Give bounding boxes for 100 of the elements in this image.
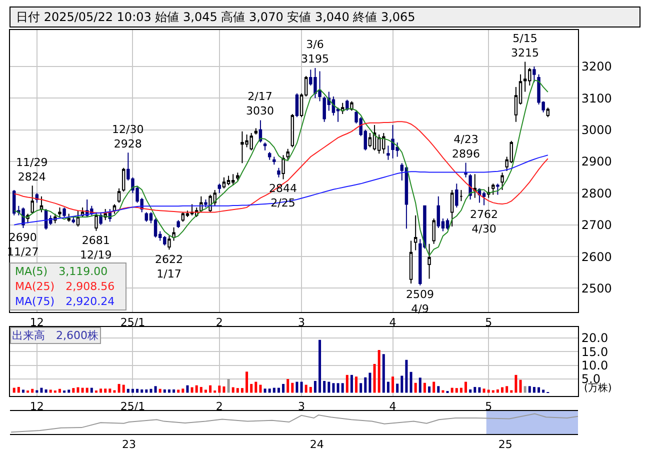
bar [482,388,486,393]
candlestick [446,218,450,230]
y-tick-label: 3200 [581,60,612,74]
bar [373,364,376,393]
bar [72,388,75,393]
bar [496,389,499,393]
candlestick [67,213,70,222]
bar [392,376,394,393]
candlestick [222,176,226,189]
x-tick-label: 12 [30,316,44,330]
x-tick-label: 23 [122,438,136,452]
bar [474,386,476,393]
x-tick-label: 25 [498,438,512,452]
candlestick [350,100,354,112]
y-tick-label: 2800 [581,186,612,200]
bar [131,388,134,393]
bar [355,376,358,393]
bar [177,390,180,393]
bar [264,388,266,393]
candlestick [30,185,34,214]
bar [346,374,348,393]
bar [172,389,176,393]
bar [104,388,107,393]
candlestick [144,212,148,222]
bar [478,387,481,393]
bar [396,384,399,393]
bar [136,388,139,393]
candlestick [117,188,121,204]
annotation: 4/23 2896 [452,133,480,160]
candlestick [277,167,280,178]
candlestick [409,240,413,284]
annotation: 2622 1/17 [155,253,183,280]
bar [122,384,125,393]
candlestick [432,218,436,244]
candlestick [496,183,500,196]
candlestick [346,99,349,112]
chart-title: 日付 2025/05/22 10:03 始値 3,045 高値 3,070 安値 3,040 終値 3,065 [16,10,416,24]
text: MA(5) 3,119.00 [15,265,108,278]
candlestick [492,183,495,196]
bar [487,390,490,393]
annotation: 11/29 2824 [16,156,48,184]
bar [469,389,472,393]
bar [519,380,522,393]
bar [40,388,43,393]
bar [268,388,271,393]
bar [81,388,84,393]
bar [154,386,157,393]
candlestick [236,172,240,182]
candlestick [532,66,536,83]
candlestick [204,199,208,208]
bar [195,385,198,393]
bar [182,388,184,393]
bar [378,350,380,393]
bar [108,388,112,393]
bar [100,388,102,393]
bar [17,386,20,393]
candlestick [464,162,468,178]
candlestick [218,183,222,194]
bar [410,372,412,393]
bar [314,380,316,393]
bar [455,388,458,393]
annotation: 出来高 2,600株 [12,329,98,342]
bar [90,388,93,393]
candlestick [500,172,504,191]
candlestick [428,243,431,280]
bar [204,390,207,393]
bar [514,374,518,393]
bar [200,386,202,393]
bar [236,388,239,393]
bar [538,387,540,393]
candlestick [436,196,440,229]
bar [304,384,308,393]
y-tick-label: 2700 [581,218,612,232]
bar [532,386,536,393]
annotation: 2/17 3030 [246,90,274,118]
bar [282,384,285,393]
candlestick [99,212,102,226]
candlestick [372,124,376,151]
x-tick-label: 2 [216,400,223,414]
bar [222,386,226,393]
y-tick-label: 2600 [581,250,612,264]
bar [232,387,234,393]
bar [309,386,312,393]
candlestick [295,92,299,118]
x-tick-label: 2 [216,316,223,330]
candlestick [473,174,477,198]
bar [12,388,16,393]
candlestick [386,145,390,160]
bar [209,385,212,393]
candlestick [226,175,230,186]
bar [126,388,130,393]
x-tick-label: 25/1 [120,316,146,330]
x-tick-label: 24 [310,438,324,452]
bar [368,372,372,393]
bar [186,385,189,393]
candlestick [254,128,258,136]
annotation: 5/15 3215 [511,32,539,60]
bar [437,386,440,393]
candlestick [181,212,185,222]
bar [360,383,362,393]
